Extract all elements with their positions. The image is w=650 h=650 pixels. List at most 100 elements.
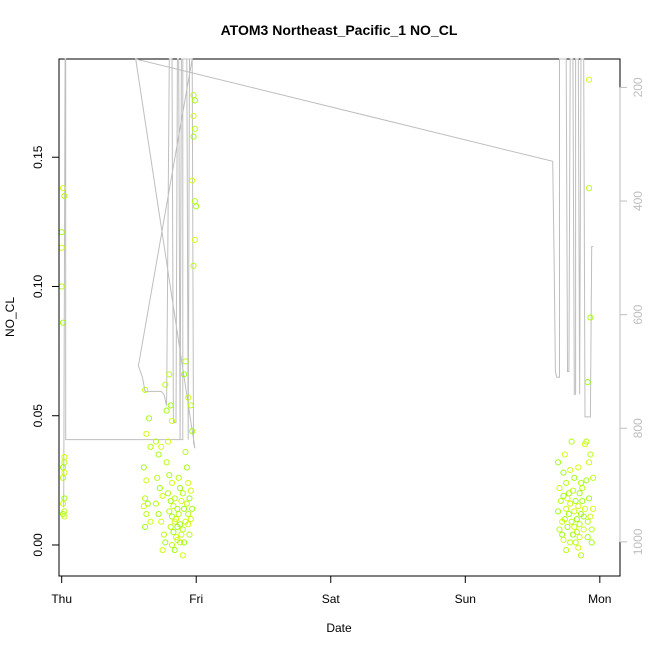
data-point	[579, 497, 586, 505]
data-point	[189, 428, 196, 435]
right-tick-label: 800	[631, 418, 645, 438]
data-point	[147, 518, 154, 525]
data-point	[583, 438, 590, 445]
data-point	[563, 547, 570, 554]
data-point	[166, 472, 173, 479]
data-point	[586, 495, 593, 502]
data-point	[572, 539, 579, 546]
data-point	[61, 454, 68, 461]
data-point	[191, 125, 198, 132]
data-point	[584, 518, 591, 525]
data-point	[560, 536, 567, 543]
data-point	[190, 92, 197, 99]
data-point	[168, 479, 176, 486]
data-point	[190, 262, 197, 269]
data-point	[576, 521, 583, 528]
data-point	[59, 500, 67, 507]
data-point	[580, 526, 587, 533]
y-tick-label: 0.05	[31, 404, 45, 428]
data-point	[556, 526, 563, 533]
x-axis-label: Date	[326, 621, 352, 635]
data-point	[181, 539, 188, 546]
data-point	[156, 485, 163, 492]
data-point	[142, 386, 149, 393]
data-point	[555, 508, 562, 515]
data-point	[189, 505, 196, 512]
data-point	[142, 523, 149, 530]
data-point	[182, 448, 189, 455]
data-point	[588, 539, 595, 546]
pressure-line	[63, 58, 594, 508]
data-point	[178, 531, 185, 538]
data-point	[163, 407, 170, 414]
data-point	[579, 485, 586, 492]
data-point	[162, 539, 169, 546]
data-point	[567, 539, 574, 546]
data-point	[560, 469, 567, 476]
x-axis: Thu Fri Sat Sun Mon	[51, 575, 611, 606]
data-point	[183, 464, 190, 471]
data-point	[557, 497, 564, 505]
data-point	[571, 523, 578, 530]
data-point	[164, 490, 172, 497]
data-point	[186, 531, 193, 538]
data-point	[61, 469, 68, 476]
right-tick-label: 400	[631, 191, 645, 211]
data-point	[171, 547, 178, 554]
data-point	[190, 133, 197, 140]
data-point	[575, 544, 582, 551]
data-point	[571, 474, 578, 481]
pressure-line-layer	[63, 58, 594, 508]
data-point	[159, 492, 166, 499]
data-point	[584, 534, 591, 541]
data-point	[187, 487, 194, 494]
data-point	[556, 485, 563, 492]
data-point	[577, 552, 585, 559]
data-point	[187, 516, 194, 523]
data-point	[577, 479, 585, 486]
data-point	[158, 443, 165, 450]
data-point	[193, 203, 200, 210]
data-point	[61, 513, 68, 520]
data-point	[575, 503, 582, 510]
data-point	[191, 97, 198, 104]
right-tick-label: 200	[631, 77, 645, 97]
data-point	[154, 474, 161, 481]
data-point	[575, 464, 582, 471]
data-point	[59, 185, 67, 192]
data-point	[167, 402, 174, 409]
data-point	[576, 534, 583, 541]
data-point	[163, 459, 170, 466]
data-point	[175, 510, 182, 518]
data-point	[190, 112, 197, 119]
plot-frame	[58, 58, 621, 577]
data-point	[576, 490, 583, 497]
y-tick-label: 0.15	[31, 145, 45, 169]
data-point	[61, 459, 68, 466]
data-point	[191, 236, 198, 243]
data-point	[155, 451, 162, 458]
data-point	[573, 516, 580, 523]
data-point	[162, 381, 169, 388]
data-point	[573, 529, 580, 536]
chart-title: ATOM3 Northeast_Pacific_1 NO_CL	[221, 22, 458, 38]
data-point	[167, 523, 174, 530]
right-axis: 200 400 600 800 1000	[619, 77, 645, 555]
data-point	[561, 516, 568, 523]
data-point	[568, 438, 575, 445]
data-point	[142, 495, 149, 502]
data-point	[170, 529, 177, 536]
data-point	[584, 379, 591, 386]
data-point	[179, 526, 186, 533]
data-point	[564, 495, 571, 502]
data-point	[587, 451, 594, 458]
data-point	[189, 177, 196, 184]
data-point	[143, 477, 150, 484]
data-point	[166, 508, 173, 515]
data-point	[140, 464, 147, 471]
right-tick-label: 1000	[631, 528, 645, 555]
data-point	[565, 510, 572, 518]
data-point	[563, 505, 570, 512]
data-point	[586, 76, 593, 83]
data-point	[61, 495, 68, 502]
